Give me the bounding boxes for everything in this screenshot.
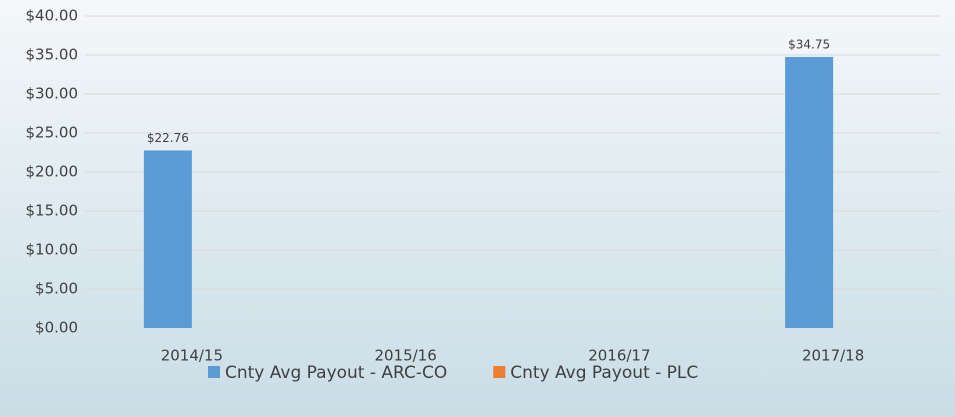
y-tick-label: $20.00 bbox=[26, 163, 79, 181]
data-label: $22.76 bbox=[147, 131, 189, 145]
y-tick-label: $0.00 bbox=[35, 319, 78, 337]
x-tick-label: 2014/15 bbox=[161, 347, 223, 365]
legend-swatch bbox=[493, 366, 506, 378]
data-label: $34.75 bbox=[788, 37, 830, 51]
bar bbox=[785, 56, 834, 328]
y-tick-label: $35.00 bbox=[26, 46, 79, 64]
legend-label: Cnty Avg Payout - PLC bbox=[510, 363, 698, 383]
y-tick-label: $40.00 bbox=[26, 7, 79, 25]
y-tick-label: $15.00 bbox=[26, 202, 79, 220]
x-tick-label: 2015/16 bbox=[374, 347, 436, 365]
y-tick-label: $5.00 bbox=[35, 280, 78, 298]
bar bbox=[143, 150, 192, 328]
legend-swatch bbox=[208, 366, 220, 378]
legend-label: Cnty Avg Payout - ARC-CO bbox=[225, 363, 447, 383]
x-tick-label: 2017/18 bbox=[802, 347, 864, 365]
y-tick-label: $10.00 bbox=[26, 241, 79, 259]
x-tick-label: 2016/17 bbox=[588, 347, 650, 365]
y-tick-label: $25.00 bbox=[26, 124, 79, 142]
y-tick-label: $30.00 bbox=[26, 85, 79, 103]
